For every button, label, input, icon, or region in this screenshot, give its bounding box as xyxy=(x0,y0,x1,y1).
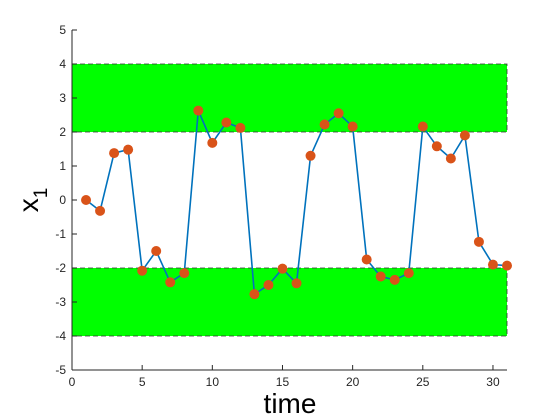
x-axis-label: time xyxy=(264,388,317,419)
y-tick-label: -5 xyxy=(55,363,66,377)
series-line-layer xyxy=(85,109,508,295)
target-bands xyxy=(71,63,508,337)
x-tick-label: 15 xyxy=(276,375,290,389)
data-point xyxy=(361,254,372,265)
y-axis-label-base: x xyxy=(13,198,44,212)
data-point xyxy=(445,153,456,164)
data-point xyxy=(389,274,400,285)
x-tick-label: 5 xyxy=(139,375,146,389)
x-tick-label: 0 xyxy=(69,375,76,389)
data-point xyxy=(459,130,470,141)
data-point xyxy=(305,150,316,161)
y-tick-label: 3 xyxy=(59,91,66,105)
y-axis-label-subscript: 1 xyxy=(31,188,52,199)
data-point xyxy=(347,121,358,132)
x-tick-label: 25 xyxy=(416,375,430,389)
y-tick-label: -2 xyxy=(55,261,66,275)
data-point xyxy=(207,137,218,148)
data-point xyxy=(333,108,344,119)
data-point xyxy=(109,148,120,159)
x-tick-label: 20 xyxy=(346,375,360,389)
y-tick-label: 1 xyxy=(59,159,66,173)
y-tick-label: 5 xyxy=(59,23,66,37)
data-point xyxy=(235,122,246,133)
data-point xyxy=(193,105,204,116)
data-point xyxy=(375,271,386,282)
axes: -5 -4 -3 -2 -1 0 1 2 3 4 5 0 5 10 15 20 25 30 xyxy=(55,23,507,389)
y-tick-label: -4 xyxy=(55,329,66,343)
data-point xyxy=(431,141,442,152)
y-tick-label: 2 xyxy=(59,125,66,139)
data-point xyxy=(151,246,162,256)
data-point xyxy=(179,268,190,279)
x-tick-label: 30 xyxy=(486,375,500,389)
axis-labels: time x1 xyxy=(13,188,316,419)
data-point xyxy=(291,278,302,289)
data-point xyxy=(487,259,498,270)
y-axis-label: x1 xyxy=(13,188,52,213)
data-point xyxy=(137,265,148,276)
series-line xyxy=(85,109,508,295)
data-point xyxy=(81,195,92,205)
data-point xyxy=(123,144,134,155)
data-point xyxy=(417,121,428,132)
y-tick-label: -1 xyxy=(55,227,66,241)
x-tick-label: 10 xyxy=(206,375,220,389)
data-point xyxy=(221,117,232,128)
y-tick-label: 0 xyxy=(59,193,66,207)
data-point xyxy=(249,289,260,300)
y-tick-label: -3 xyxy=(55,295,66,309)
data-point xyxy=(277,263,288,274)
y-tick-label: 4 xyxy=(59,57,66,71)
data-point xyxy=(263,280,274,290)
data-point xyxy=(403,268,414,279)
target-band-1 xyxy=(71,63,508,133)
data-point xyxy=(473,236,484,247)
target-band-2 xyxy=(71,267,508,337)
data-point xyxy=(502,260,512,271)
data-point xyxy=(165,277,176,288)
data-point xyxy=(319,119,330,130)
data-points xyxy=(81,105,512,300)
data-point xyxy=(95,205,106,216)
